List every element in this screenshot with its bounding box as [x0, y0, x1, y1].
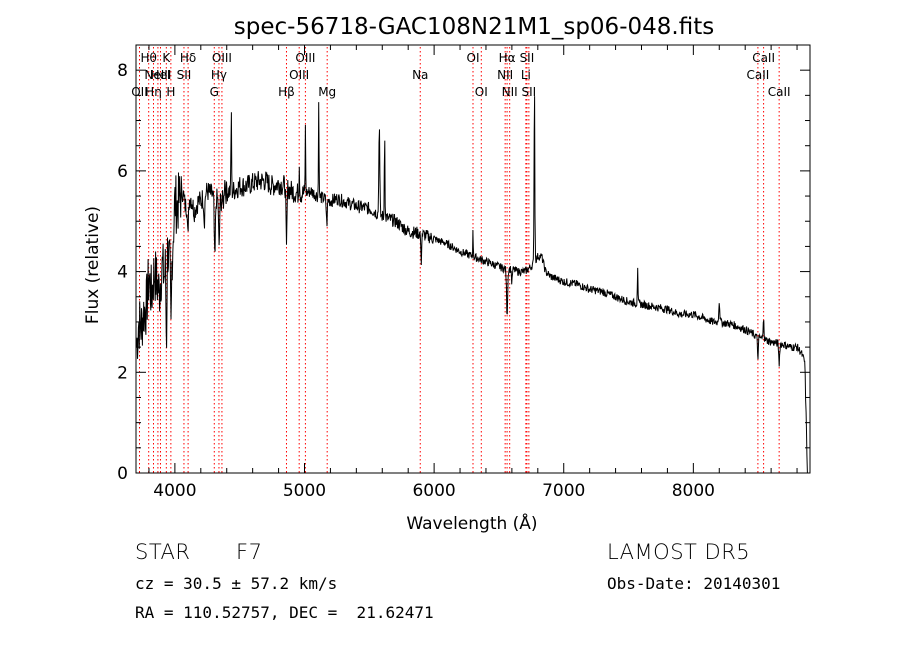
spectral-line-label: NII	[497, 68, 513, 82]
coordinates-readout: RA = 110.52757, DEC = 21.62471	[135, 603, 434, 622]
spectral-line-label: Hα	[499, 51, 516, 65]
y-tick-label: 6	[117, 162, 128, 182]
spectral-line-label: HeI	[151, 68, 171, 82]
object-class: STAR	[135, 540, 191, 564]
spectral-line-label: Hδ	[180, 51, 196, 65]
x-tick-label: 8000	[672, 481, 715, 501]
spectral-line-label: SII	[177, 68, 192, 82]
spectral-line-label: OIII	[289, 68, 309, 82]
survey-name: LAMOST DR5	[607, 540, 751, 564]
x-tick-label: 7000	[542, 481, 585, 501]
y-axis-label: Flux (relative)	[83, 206, 103, 324]
spectral-line-label: OIII	[212, 51, 232, 65]
spectral-line-label: OII	[131, 85, 148, 99]
spectral-line-markers	[138, 47, 780, 473]
spectral-line-label: OIII	[295, 51, 315, 65]
y-tick-label: 2	[117, 363, 128, 383]
spectral-line-label: NeIII	[144, 68, 171, 82]
spectral-line-label: G	[210, 85, 219, 99]
spectral-line-label: Li	[521, 68, 531, 82]
spectral-line-label: CaII	[768, 85, 791, 99]
y-tick-label: 8	[117, 61, 128, 81]
spectral-line-label: SII	[520, 51, 535, 65]
spectral-line-label: K	[162, 51, 171, 65]
spectral-line-label: SII	[522, 85, 537, 99]
obs-date: Obs-Date: 20140301	[607, 574, 781, 593]
spectrum-line	[136, 96, 808, 474]
spectral-line-label: CaII	[752, 51, 775, 65]
x-tick-label: 4000	[153, 481, 196, 501]
spectral-line-label: H	[166, 85, 175, 99]
redshift-readout: cz = 30.5 ± 57.2 km/s	[135, 574, 338, 593]
x-tick-label: 5000	[283, 481, 326, 501]
spectral-line-label: CaII	[746, 68, 769, 82]
spectral-line-label: Hη	[145, 85, 162, 99]
spectral-line-label: Mg	[318, 85, 336, 99]
spectral-line-label: Hθ	[141, 51, 157, 65]
x-tick-label: 6000	[412, 481, 455, 501]
spectral-line-label: Hγ	[211, 68, 227, 82]
y-tick-label: 4	[117, 263, 128, 283]
spectral-line-label: NII	[502, 85, 518, 99]
spectral-line-label: Na	[412, 68, 428, 82]
spectral-line-label: Hβ	[278, 85, 295, 99]
chart-title: spec-56718-GAC108N21M1_sp06-048.fits	[234, 14, 714, 40]
object-subclass: F7	[236, 540, 263, 564]
spectral-line-label: OI	[475, 85, 488, 99]
spectral-line-labels: OIIHθHηNeIIIHeIKHSIIHδGHγOIIIHβOIIIOIIIM…	[131, 51, 790, 99]
spectral-line-label: OI	[467, 51, 480, 65]
x-axis-label: Wavelength (Å)	[406, 512, 537, 534]
y-tick-label: 0	[117, 464, 128, 484]
axis-ticks: 4000 5000 6000 7000 8000 0 2 4 6 8	[117, 45, 810, 501]
plot-frame	[135, 44, 811, 474]
